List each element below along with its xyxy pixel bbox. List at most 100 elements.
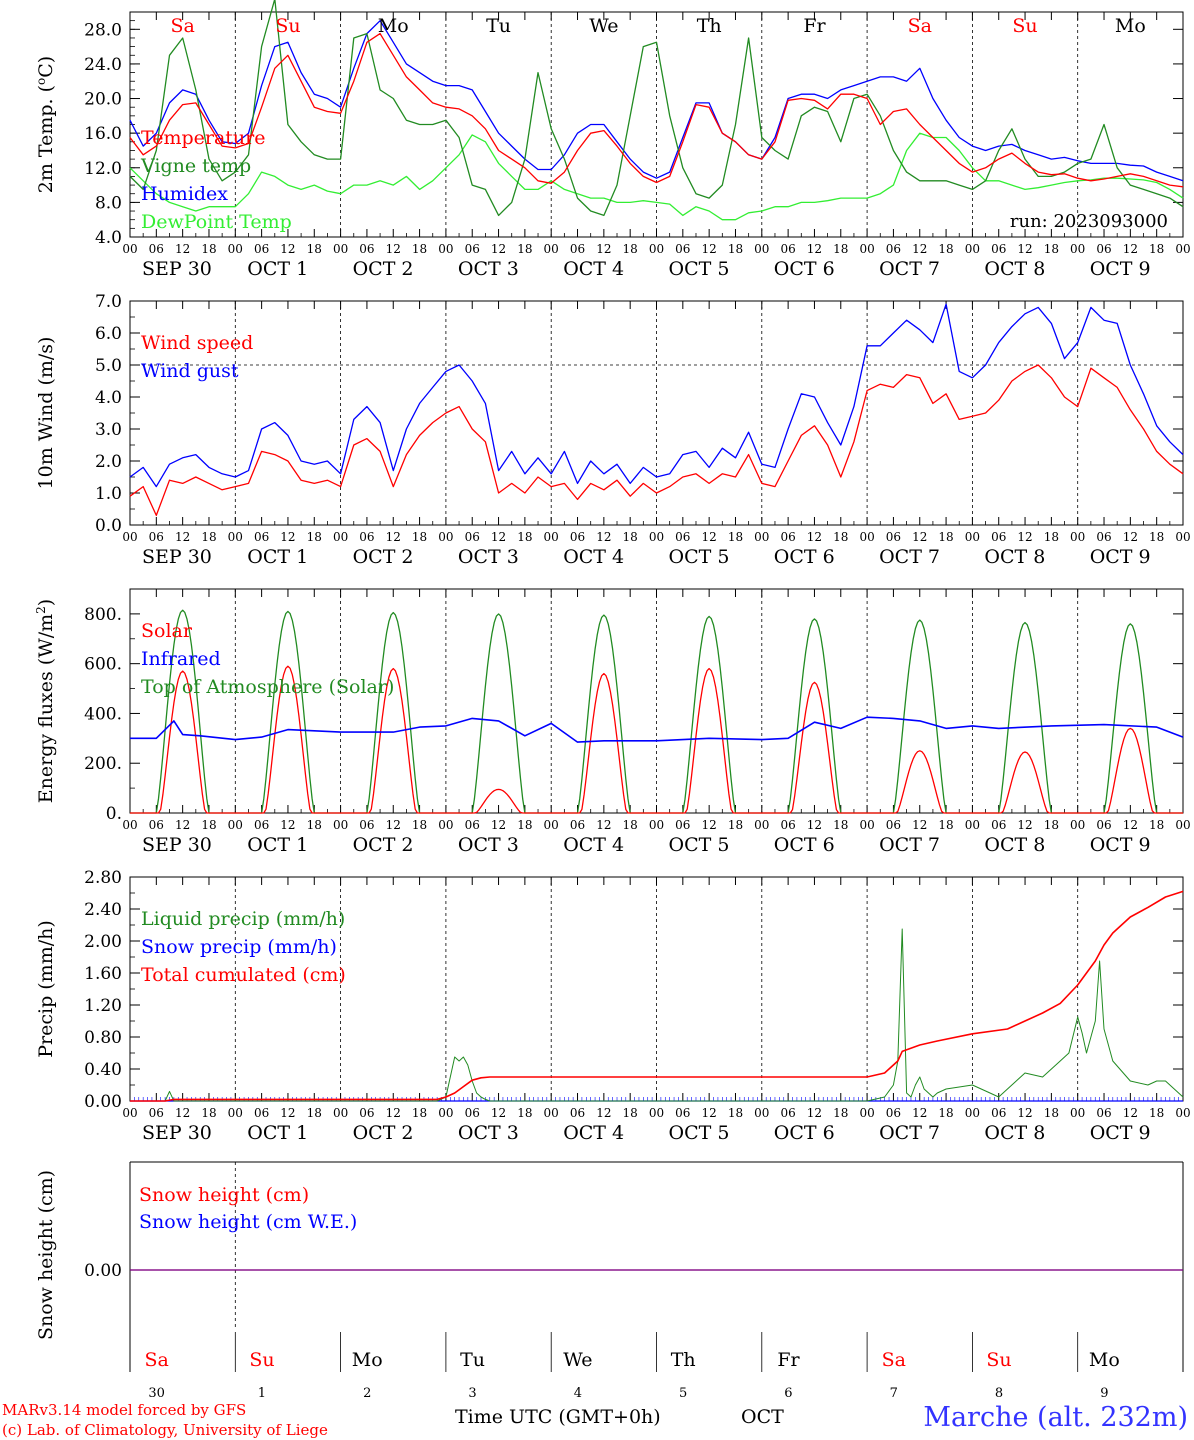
hour-tick-label: 18: [1044, 242, 1059, 256]
date-label: OCT 7: [879, 546, 940, 568]
date-label: OCT 7: [879, 258, 940, 280]
hour-tick-label: 00: [1175, 1106, 1190, 1120]
hour-tick-label: 00: [1070, 818, 1085, 832]
day-number-label: 3: [468, 1386, 476, 1400]
hour-tick-label: 00: [438, 242, 453, 256]
hour-tick-label: 18: [412, 1106, 427, 1120]
y-tick-label: 0.00: [84, 1092, 122, 1112]
date-label: OCT 3: [458, 258, 519, 280]
station-name: Marche (alt. 232m): [923, 1402, 1188, 1433]
date-label: OCT 8: [984, 1122, 1045, 1144]
hour-tick-label: 12: [912, 818, 927, 832]
legend-entry: Snow height (cm): [139, 1184, 309, 1206]
date-label: OCT 1: [247, 546, 308, 568]
weekday-label: Su: [1012, 15, 1037, 37]
hour-tick-label: 18: [938, 1106, 953, 1120]
hour-tick-label: 00: [122, 530, 137, 544]
hour-tick-label: 06: [991, 1106, 1006, 1120]
hour-tick-label: 12: [702, 530, 717, 544]
day-number-label: 30: [148, 1386, 165, 1400]
date-label: OCT 7: [879, 1122, 940, 1144]
y-tick-label: 1.60: [84, 964, 122, 984]
hour-tick-label: 12: [280, 1106, 295, 1120]
date-label: OCT 6: [774, 546, 835, 568]
hour-tick-label: 00: [228, 818, 243, 832]
hour-tick-label: 18: [833, 818, 848, 832]
weekday-label: Tu: [460, 1349, 485, 1371]
hour-tick-label: 00: [649, 1106, 664, 1120]
hour-tick-label: 06: [675, 1106, 690, 1120]
hour-tick-label: 00: [438, 1106, 453, 1120]
hour-tick-label: 18: [1044, 530, 1059, 544]
date-label: OCT 9: [1090, 1122, 1151, 1144]
hour-tick-label: 12: [596, 818, 611, 832]
legend-entry: Total cumulated (cm): [141, 964, 346, 986]
legend-entry: Solar: [141, 620, 193, 642]
weekday-label: Sa: [908, 15, 932, 37]
day-number-label: 5: [679, 1386, 687, 1400]
hour-tick-label: 18: [412, 242, 427, 256]
weekday-label: Fr: [803, 15, 826, 37]
hour-tick-label: 00: [965, 818, 980, 832]
day-number-label: 9: [1100, 1386, 1108, 1400]
hour-tick-label: 12: [1017, 1106, 1032, 1120]
y-tick-label: 800.: [84, 605, 122, 625]
hour-tick-label: 06: [570, 818, 585, 832]
hour-tick-label: 12: [175, 530, 190, 544]
model-credit: MARv3.14 model forced by GFS: [2, 1401, 247, 1419]
legend-entry: Top of Atmosphere (Solar): [141, 676, 394, 698]
date-label: OCT 6: [774, 834, 835, 856]
hour-tick-label: 00: [859, 818, 874, 832]
day-number-label: 2: [363, 1386, 371, 1400]
hour-tick-label: 18: [201, 818, 216, 832]
date-label: SEP 30: [142, 546, 212, 568]
hour-tick-label: 06: [570, 530, 585, 544]
hour-tick-label: 00: [754, 1106, 769, 1120]
hour-tick-label: 00: [754, 242, 769, 256]
date-label: OCT 2: [353, 258, 414, 280]
hour-tick-label: 18: [938, 242, 953, 256]
hour-tick-label: 12: [702, 818, 717, 832]
y-tick-label: 2.40: [84, 900, 122, 920]
y-tick-label: 0.0: [95, 516, 122, 536]
day-number-label: 7: [890, 1386, 898, 1400]
hour-tick-label: 06: [359, 818, 374, 832]
hour-tick-label: 12: [386, 242, 401, 256]
hour-tick-label: 00: [1070, 1106, 1085, 1120]
hour-tick-label: 00: [438, 530, 453, 544]
date-label: SEP 30: [142, 834, 212, 856]
hour-tick-label: 00: [228, 1106, 243, 1120]
hour-tick-label: 06: [149, 818, 164, 832]
hour-tick-label: 00: [649, 242, 664, 256]
hour-tick-label: 00: [333, 530, 348, 544]
series-line-vigne-temp: [129, 0, 1184, 217]
day-number-label: 4: [574, 1386, 582, 1400]
hour-tick-label: 06: [675, 530, 690, 544]
hour-tick-label: 18: [728, 242, 743, 256]
hour-tick-label: 06: [1096, 242, 1111, 256]
y-tick-label: 24.0: [84, 55, 122, 75]
hour-tick-label: 12: [491, 1106, 506, 1120]
y-tick-label: 200.: [84, 754, 122, 774]
hour-tick-label: 18: [517, 818, 532, 832]
hour-tick-label: 12: [807, 530, 822, 544]
hour-tick-label: 06: [254, 530, 269, 544]
hour-tick-label: 12: [280, 530, 295, 544]
hour-tick-label: 18: [517, 1106, 532, 1120]
hour-tick-label: 00: [1070, 242, 1085, 256]
hour-tick-label: 18: [307, 1106, 322, 1120]
hour-tick-label: 18: [728, 530, 743, 544]
y-tick-label: 0.80: [84, 1028, 122, 1048]
hour-tick-label: 12: [912, 242, 927, 256]
hour-tick-label: 06: [465, 530, 480, 544]
hour-tick-label: 12: [912, 1106, 927, 1120]
hour-tick-label: 06: [780, 818, 795, 832]
hour-tick-label: 18: [1149, 1106, 1164, 1120]
legend-entry: Vigne temp: [140, 155, 251, 177]
weekday-label: Tu: [486, 15, 511, 37]
hour-tick-label: 06: [1096, 1106, 1111, 1120]
date-label: OCT 4: [563, 546, 624, 568]
date-label: OCT 8: [984, 834, 1045, 856]
hour-tick-label: 00: [544, 530, 559, 544]
day-number-label: 8: [995, 1386, 1003, 1400]
